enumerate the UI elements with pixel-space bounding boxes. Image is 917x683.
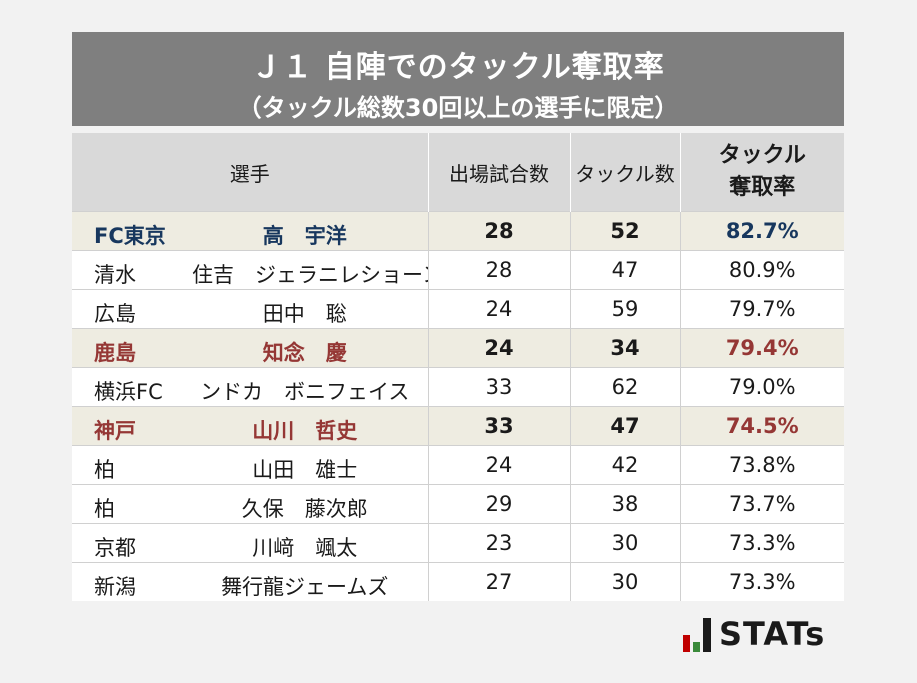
player-cell: 横浜FC ンドカ ボニフェイス xyxy=(72,367,429,407)
player-cell: 清水 住吉 ジェラニレショーン xyxy=(72,250,429,290)
header-tackles: タックル数 xyxy=(570,133,681,212)
player-name: 高 宇洋 xyxy=(262,224,347,248)
club-name: 柏 xyxy=(94,458,115,482)
player-name: 山田 雄士 xyxy=(252,458,358,482)
rate-cell: 80.9% xyxy=(680,250,844,290)
tackles-cell: 30 xyxy=(570,523,681,563)
header-rate-line2: 奪取率 xyxy=(729,175,796,200)
tackle-rate-table: 選手 出場試合数 タックル数 タックル 奪取率 FC東京 高 宇洋 28 52 8… xyxy=(72,133,844,601)
games-cell: 28 xyxy=(428,211,571,251)
page-subtitle: （タックル総数30回以上の選手に限定） xyxy=(237,94,679,122)
table-row: 神戸 山川 哲史 33 47 74.5% xyxy=(72,406,844,446)
tackles-cell: 52 xyxy=(570,211,681,251)
header-rate-line1: タックル xyxy=(718,143,806,168)
rate-cell: 73.3% xyxy=(680,523,844,563)
player-cell: 広島 田中 聡 xyxy=(72,289,429,329)
stats-bars-logo-icon xyxy=(683,618,711,652)
tackles-cell: 42 xyxy=(570,445,681,485)
header-player: 選手 xyxy=(72,133,429,212)
rate-cell: 79.4% xyxy=(680,328,844,368)
stats-logo-text: STATs xyxy=(719,615,826,653)
games-cell: 28 xyxy=(428,250,571,290)
player-name: 川﨑 颯太 xyxy=(252,536,358,560)
table-row: 清水 住吉 ジェラニレショーン 28 47 80.9% xyxy=(72,250,844,290)
tackles-cell: 38 xyxy=(570,484,681,524)
tackles-cell: 47 xyxy=(570,406,681,446)
tackles-cell: 34 xyxy=(570,328,681,368)
player-cell: 柏 久保 藤次郎 xyxy=(72,484,429,524)
header-rate: タックル 奪取率 xyxy=(680,133,844,212)
games-cell: 29 xyxy=(428,484,571,524)
club-name: 清水 xyxy=(94,263,136,287)
player-cell: 柏 山田 雄士 xyxy=(72,445,429,485)
table-row: 柏 久保 藤次郎 29 38 73.7% xyxy=(72,484,844,524)
player-name: 知念 慶 xyxy=(262,341,347,365)
rate-cell: 73.8% xyxy=(680,445,844,485)
rate-cell: 79.7% xyxy=(680,289,844,329)
games-cell: 27 xyxy=(428,562,571,601)
rate-cell: 82.7% xyxy=(680,211,844,251)
table-row: 新潟 舞行龍ジェームズ 27 30 73.3% xyxy=(72,562,844,601)
club-name: 京都 xyxy=(94,536,136,560)
player-name: 田中 聡 xyxy=(262,302,347,326)
rate-cell: 79.0% xyxy=(680,367,844,407)
table-header-row: 選手 出場試合数 タックル数 タックル 奪取率 xyxy=(72,133,844,212)
page-title: Ｊ１ 自陣でのタックル奪取率 xyxy=(251,50,665,85)
club-name: 横浜FC xyxy=(94,380,163,404)
player-cell: 神戸 山川 哲史 xyxy=(72,406,429,446)
player-name: ンドカ ボニフェイス xyxy=(200,380,410,404)
player-name: 住吉 ジェラニレショーン xyxy=(192,263,428,287)
club-name: 広島 xyxy=(94,302,136,326)
player-cell: 鹿島 知念 慶 xyxy=(72,328,429,368)
games-cell: 24 xyxy=(428,289,571,329)
games-cell: 24 xyxy=(428,445,571,485)
header-games: 出場試合数 xyxy=(428,133,571,212)
table-row: 鹿島 知念 慶 24 34 79.4% xyxy=(72,328,844,368)
club-name: 新潟 xyxy=(94,575,136,599)
games-cell: 33 xyxy=(428,367,571,407)
tackles-cell: 59 xyxy=(570,289,681,329)
player-cell: FC東京 高 宇洋 xyxy=(72,211,429,251)
club-name: 神戸 xyxy=(94,419,136,443)
player-cell: 京都 川﨑 颯太 xyxy=(72,523,429,563)
rate-cell: 74.5% xyxy=(680,406,844,446)
player-name: 山川 哲史 xyxy=(252,419,358,443)
club-name: 柏 xyxy=(94,497,115,521)
club-name: FC東京 xyxy=(94,224,166,248)
player-cell: 新潟 舞行龍ジェームズ xyxy=(72,562,429,601)
games-cell: 33 xyxy=(428,406,571,446)
player-name: 久保 藤次郎 xyxy=(241,497,368,521)
games-cell: 24 xyxy=(428,328,571,368)
tackles-cell: 30 xyxy=(570,562,681,601)
stats-logo: STATs xyxy=(683,615,843,653)
table-row: 柏 山田 雄士 24 42 73.8% xyxy=(72,445,844,485)
club-name: 鹿島 xyxy=(94,341,136,365)
player-name: 舞行龍ジェームズ xyxy=(221,575,389,599)
title-banner: Ｊ１ 自陣でのタックル奪取率 （タックル総数30回以上の選手に限定） xyxy=(72,32,844,126)
rate-cell: 73.3% xyxy=(680,562,844,601)
tackles-cell: 47 xyxy=(570,250,681,290)
games-cell: 23 xyxy=(428,523,571,563)
table-row: 横浜FC ンドカ ボニフェイス 33 62 79.0% xyxy=(72,367,844,407)
tackles-cell: 62 xyxy=(570,367,681,407)
rate-cell: 73.7% xyxy=(680,484,844,524)
table-row: 京都 川﨑 颯太 23 30 73.3% xyxy=(72,523,844,563)
table-row: 広島 田中 聡 24 59 79.7% xyxy=(72,289,844,329)
table-row: FC東京 高 宇洋 28 52 82.7% xyxy=(72,211,844,251)
